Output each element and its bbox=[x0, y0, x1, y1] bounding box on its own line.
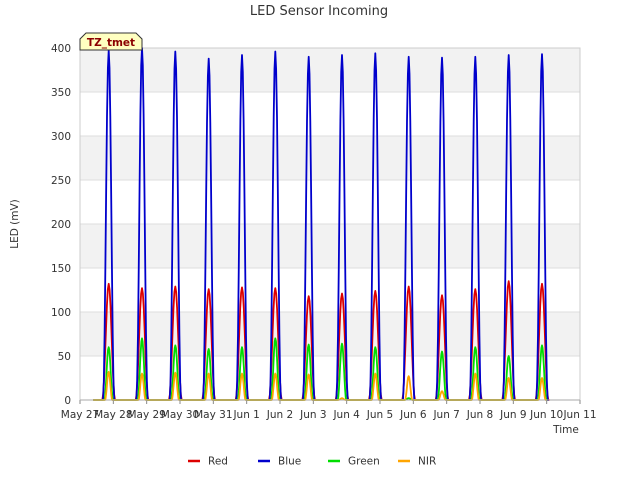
grid-bands bbox=[80, 48, 580, 356]
y-tick-label: 50 bbox=[58, 351, 71, 363]
y-axis-label: LED (mV) bbox=[9, 199, 21, 249]
x-tick-label: Jun 7 bbox=[432, 409, 459, 421]
x-tick-label: Jun 4 bbox=[332, 409, 360, 421]
x-tick-label: Jun 3 bbox=[299, 409, 326, 421]
x-tick-label: Jun 1 bbox=[232, 409, 259, 421]
y-tick-label: 400 bbox=[51, 43, 71, 55]
y-tick-label: 150 bbox=[51, 263, 71, 275]
x-tick-label: Jun 9 bbox=[499, 409, 526, 421]
x-tick-label: Jun 8 bbox=[466, 409, 493, 421]
y-tick-label: 100 bbox=[51, 307, 71, 319]
grid-band bbox=[80, 136, 580, 180]
chart-title: LED Sensor Incoming bbox=[250, 4, 388, 19]
x-tick-label: May 29 bbox=[127, 409, 165, 421]
annotation-box-shape bbox=[79, 32, 143, 51]
legend: Red Blue Green NIR bbox=[188, 456, 436, 468]
annotation-box: TZ_tmet bbox=[79, 32, 143, 51]
grid-band bbox=[80, 224, 580, 268]
x-axis-label: Time bbox=[552, 424, 579, 436]
legend-label-blue: Blue bbox=[278, 456, 301, 468]
x-tick-label: May 30 bbox=[161, 409, 199, 421]
x-tick-label: Jun 11 bbox=[562, 409, 596, 421]
annotation-box-label: TZ_tmet bbox=[87, 37, 135, 49]
legend-label-nir: NIR bbox=[418, 456, 436, 468]
x-tick-label: Jun 5 bbox=[366, 409, 393, 421]
y-axis-ticks: 0 50 100 150 200 250 300 350 400 bbox=[51, 43, 71, 407]
legend-label-green: Green bbox=[348, 456, 380, 468]
legend-label-red: Red bbox=[208, 456, 228, 468]
y-tick-label: 300 bbox=[51, 131, 71, 143]
grid-band bbox=[80, 48, 580, 92]
y-tick-label: 350 bbox=[51, 87, 71, 99]
y-tick-label: 200 bbox=[51, 219, 71, 231]
x-tick-label: May 28 bbox=[94, 409, 132, 421]
y-tick-label: 0 bbox=[64, 395, 71, 407]
y-tick-label: 250 bbox=[51, 175, 71, 187]
x-tick-label: Jun 6 bbox=[399, 409, 427, 421]
x-tick-label: Jun 10 bbox=[529, 409, 563, 421]
x-tick-label: Jun 2 bbox=[266, 409, 293, 421]
x-tick-label: May 31 bbox=[194, 409, 232, 421]
x-tick-label: May 27 bbox=[61, 409, 99, 421]
grid-band bbox=[80, 312, 580, 356]
